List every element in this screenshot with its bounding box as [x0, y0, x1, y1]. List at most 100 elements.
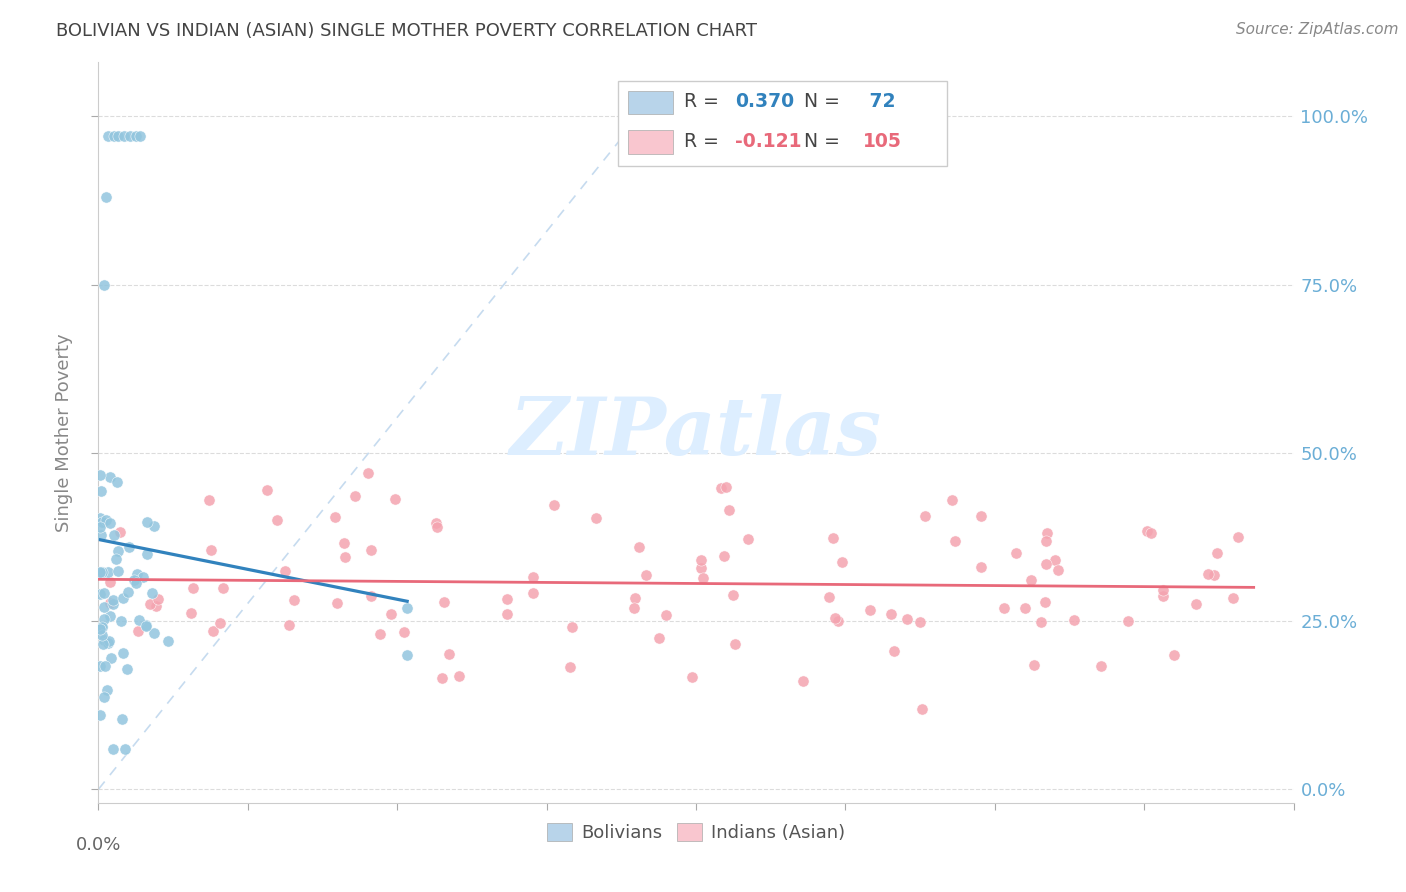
Point [98, 469, 121, 483]
Text: 0.0%: 0.0% [76, 836, 121, 855]
Point [128, 613, 150, 627]
Text: Source: ZipAtlas.com: Source: ZipAtlas.com [1236, 22, 1399, 37]
Point [396, 648, 419, 662]
Point [91, 637, 114, 651]
Point [859, 603, 882, 617]
Point [124, 573, 146, 587]
Point [344, 489, 367, 503]
Point [107, 129, 129, 144]
Point [623, 600, 645, 615]
Bar [628, 91, 673, 114]
Point [821, 531, 844, 545]
Point [724, 637, 747, 651]
Point [141, 586, 163, 600]
Point [180, 606, 202, 620]
Point [256, 483, 278, 497]
Point [818, 590, 841, 604]
Point [384, 491, 406, 506]
Point [941, 493, 963, 508]
Point [90, 628, 112, 642]
Point [93, 599, 115, 614]
Point [125, 567, 148, 582]
Point [93, 277, 115, 292]
Text: ZIPatlas: ZIPatlas [510, 394, 882, 471]
Point [90, 527, 112, 541]
Point [93, 690, 115, 705]
Point [370, 626, 392, 640]
Point [89, 467, 111, 482]
Point [101, 593, 124, 607]
Point [181, 581, 204, 595]
Point [1033, 595, 1056, 609]
Point [326, 596, 349, 610]
Point [1202, 567, 1225, 582]
Text: 72: 72 [863, 92, 896, 112]
Point [91, 565, 114, 579]
Point [543, 498, 565, 512]
Point [1047, 563, 1070, 577]
Point [432, 595, 454, 609]
Point [522, 570, 544, 584]
Point [135, 619, 157, 633]
Point [89, 587, 111, 601]
Point [648, 631, 671, 645]
Point [274, 564, 297, 578]
Point [104, 552, 127, 566]
Point [690, 561, 713, 575]
Point [827, 614, 849, 628]
Point [1227, 530, 1250, 544]
Point [970, 509, 993, 524]
Point [90, 567, 112, 582]
Point [1136, 524, 1159, 538]
Point [380, 607, 402, 622]
Point [1035, 558, 1057, 572]
Bar [628, 130, 673, 153]
Point [710, 481, 733, 495]
Point [880, 607, 903, 621]
Point [496, 607, 519, 621]
Point [737, 532, 759, 546]
Point [1163, 648, 1185, 663]
Point [1031, 615, 1053, 629]
Point [426, 520, 449, 534]
Point [908, 615, 931, 630]
Point [157, 634, 180, 648]
Point [449, 669, 471, 683]
Point [143, 625, 166, 640]
Point [883, 644, 905, 658]
Point [357, 467, 380, 481]
Point [561, 620, 583, 634]
Point [111, 712, 134, 726]
Text: BOLIVIAN VS INDIAN (ASIAN) SINGLE MOTHER POVERTY CORRELATION CHART: BOLIVIAN VS INDIAN (ASIAN) SINGLE MOTHER… [56, 22, 758, 40]
Point [585, 510, 607, 524]
Point [718, 502, 741, 516]
Point [143, 518, 166, 533]
Point [98, 597, 121, 611]
Point [117, 585, 139, 599]
Point [90, 620, 112, 634]
Legend: Bolivians, Indians (Asian): Bolivians, Indians (Asian) [540, 816, 852, 849]
Point [111, 646, 134, 660]
Point [1005, 546, 1028, 560]
Point [1139, 526, 1161, 541]
Point [98, 608, 121, 623]
Point [439, 647, 461, 661]
Point [560, 659, 582, 673]
Text: R =: R = [685, 132, 725, 151]
Point [198, 493, 221, 508]
Point [115, 662, 138, 676]
Point [1205, 546, 1227, 560]
Point [1116, 614, 1139, 628]
Point [93, 612, 115, 626]
Point [98, 516, 121, 530]
Point [1197, 566, 1219, 581]
Point [90, 484, 112, 499]
Point [94, 513, 117, 527]
Point [112, 129, 135, 144]
Point [135, 618, 157, 632]
Point [333, 536, 356, 550]
Point [277, 618, 299, 632]
Point [1222, 591, 1244, 605]
Point [212, 581, 235, 595]
Point [943, 534, 966, 549]
